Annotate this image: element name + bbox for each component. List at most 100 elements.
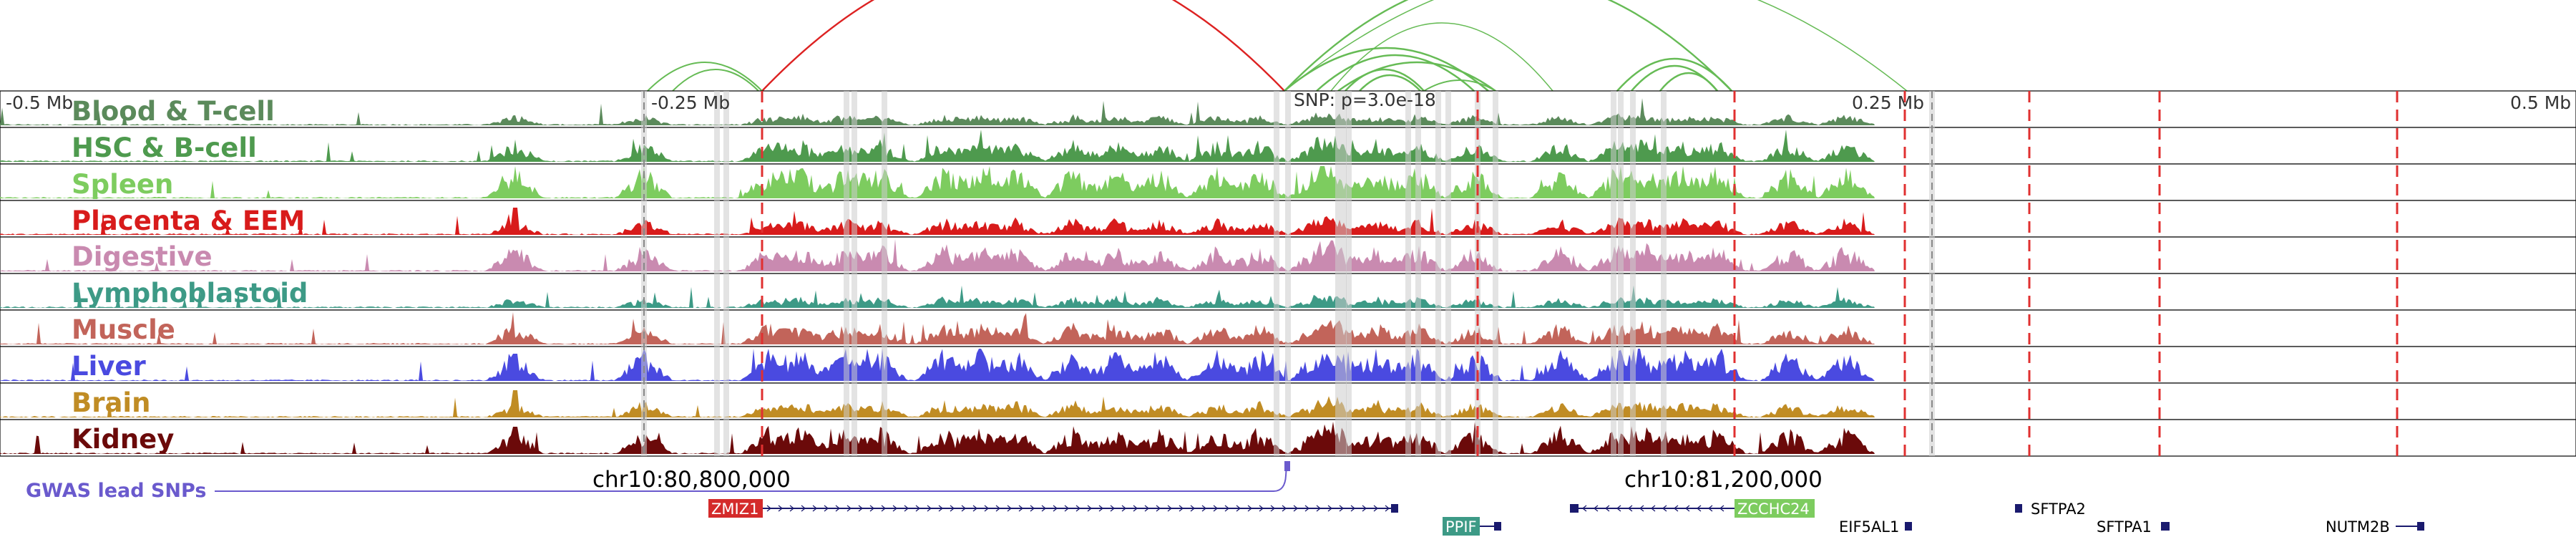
strand-arrow — [1282, 505, 1287, 512]
axis-tick-0-5: 0.5 Mb — [2510, 92, 2571, 113]
track-label-spleen: Spleen — [72, 169, 173, 200]
strand-arrow — [1247, 505, 1253, 512]
strand-arrow — [1156, 505, 1161, 512]
strand-arrow — [847, 505, 852, 512]
track-label-digestive: Digestive — [72, 241, 213, 272]
highlight-column — [1335, 91, 1341, 456]
track-signal — [0, 208, 1875, 235]
strand-arrow — [881, 505, 887, 512]
strand-arrow — [1707, 505, 1713, 512]
strand-arrow — [1684, 505, 1690, 512]
strand-arrow — [1673, 505, 1679, 512]
strand-arrow — [1098, 505, 1104, 512]
loop-arc — [1284, 0, 1732, 92]
strand-arrow — [915, 505, 921, 512]
loop-arc — [1616, 57, 1732, 92]
track-signal — [0, 285, 1875, 308]
track-label-placenta-eem: Placenta & EEM — [72, 205, 305, 236]
strand-arrow — [1616, 505, 1621, 512]
axis-tick-minus-0-25: -0.25 Mb — [651, 92, 730, 113]
strand-arrow — [1213, 505, 1219, 512]
strand-arrow — [1144, 505, 1150, 512]
strand-arrow — [1133, 505, 1138, 512]
highlight-column — [1435, 91, 1441, 456]
strand-arrow — [1696, 505, 1702, 512]
loop-arc — [1659, 72, 1718, 92]
gene-label-sftpa1: SFTPA1 — [2097, 518, 2152, 536]
track-label-kidney: Kidney — [72, 424, 174, 455]
loop-arc — [1359, 74, 1421, 92]
track-label-blood-t-cell: Blood & T-cell — [72, 96, 275, 127]
loop-arc — [647, 62, 763, 92]
strand-arrow — [789, 505, 795, 512]
axis-tick-0-25: 0.25 Mb — [1852, 92, 1924, 113]
highlight-column — [852, 91, 857, 456]
strand-arrow — [1627, 505, 1633, 512]
strand-arrow — [1604, 505, 1610, 512]
axis-ticks: -0.5 Mb -0.25 Mb SNP: p=3.0e-18 0.25 Mb … — [6, 90, 2571, 113]
gene-exon-ppif — [1494, 522, 1501, 531]
gene-label-nutm2b: NUTM2B — [2326, 518, 2390, 536]
gene-exon-sftpa1 — [2161, 522, 2170, 531]
gene-exon-sftpa2 — [2015, 504, 2022, 513]
axis-tick-minus-0-5: -0.5 Mb — [6, 92, 73, 113]
strand-arrow — [1179, 505, 1184, 512]
track-labels: Blood & T-cell HSC & B-cell Spleen Place… — [72, 96, 308, 455]
track-signal — [0, 98, 1875, 125]
strand-arrow — [1018, 505, 1024, 512]
strand-arrow — [1121, 505, 1127, 512]
gene-box-zcchc24 — [1735, 499, 1815, 518]
strand-arrow — [1030, 505, 1035, 512]
gene-annotations: ZMIZ1 PPIF ZCCHC24 EIF5AL1 SFTPA2 SFTPA1… — [708, 499, 2424, 536]
strand-arrow — [1662, 505, 1667, 512]
strand-arrow — [824, 505, 829, 512]
strand-arrow — [1087, 505, 1093, 512]
loop-arc — [761, 0, 1285, 92]
highlight-column — [723, 91, 729, 456]
chromatin-loop-arcs — [647, 0, 1908, 92]
strand-arrow — [812, 505, 818, 512]
axis-tick-snp: SNP: p=3.0e-18 — [1294, 90, 1436, 110]
strand-arrow — [1593, 505, 1599, 512]
track-label-lymphoblastoid: Lymphoblastoid — [72, 278, 308, 309]
strand-arrow — [1327, 505, 1333, 512]
gene-exon-zmiz1-end — [1391, 504, 1398, 513]
strand-arrow — [835, 505, 841, 512]
strand-arrow — [1339, 505, 1345, 512]
loop-arc — [1423, 79, 1496, 92]
track-label-brain: Brain — [72, 387, 150, 418]
highlight-column — [1630, 91, 1636, 456]
loop-arc — [1330, 22, 1553, 92]
region-markers — [641, 91, 2399, 456]
gwas-snp-marker — [1284, 461, 1290, 471]
strand-arrow — [938, 505, 944, 512]
strand-arrow — [984, 505, 990, 512]
highlight-column — [1661, 91, 1667, 456]
strand-arrow — [892, 505, 898, 512]
gene-box-zmiz1 — [708, 499, 763, 518]
highlight-column — [844, 91, 849, 456]
gene-label-zcchc24: ZCCHC24 — [1737, 500, 1810, 518]
gwas-connector-line — [215, 465, 1287, 492]
strand-arrow — [1041, 505, 1047, 512]
loop-arc — [1284, 0, 1908, 92]
strand-arrow — [995, 505, 1001, 512]
strand-arrow — [1350, 505, 1356, 512]
strand-arrow — [1316, 505, 1322, 512]
gene-box-ppif — [1443, 517, 1480, 536]
track-label-hsc-b-cell: HSC & B-cell — [72, 132, 257, 163]
highlight-column — [1618, 91, 1624, 456]
strand-arrow — [1224, 505, 1230, 512]
gene-label-sftpa2: SFTPA2 — [2031, 500, 2086, 518]
strand-arrow — [1385, 505, 1390, 512]
highlight-column — [1445, 91, 1451, 456]
gene-label-eif5al1: EIF5AL1 — [1839, 518, 1899, 536]
strand-arrow — [1362, 505, 1367, 512]
track-label-muscle: Muscle — [72, 314, 175, 345]
highlight-column — [641, 91, 647, 456]
highlight-column — [1341, 91, 1347, 456]
strand-arrow — [1270, 505, 1276, 512]
gene-exon-zcchc24-start — [1570, 504, 1579, 513]
strand-arrow — [1236, 505, 1241, 512]
